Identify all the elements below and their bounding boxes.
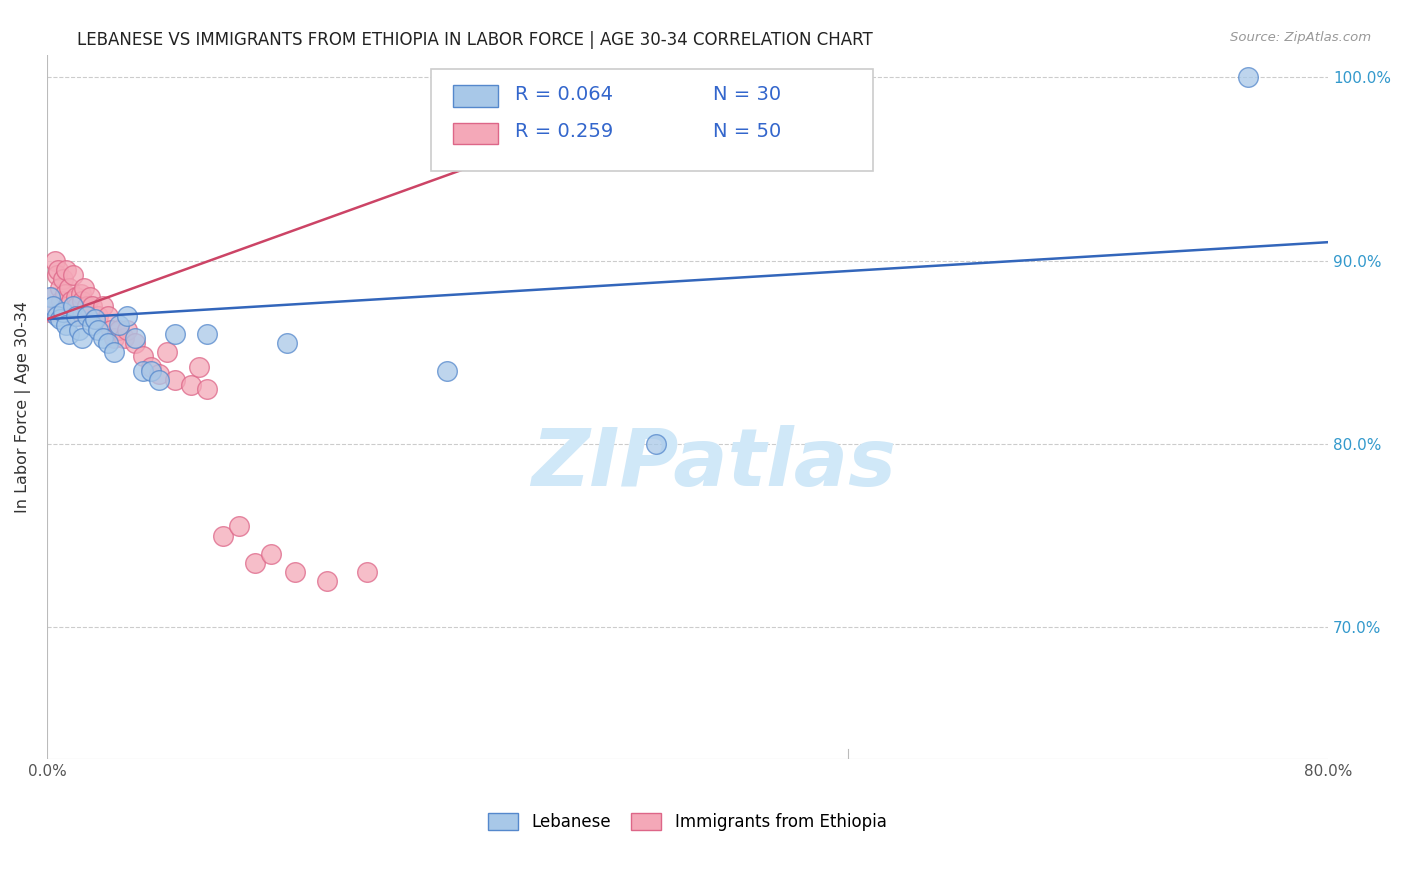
Text: R = 0.064: R = 0.064 — [515, 85, 613, 104]
Point — [65, 309, 87, 323]
Point — [46, 262, 69, 277]
Point — [55, 262, 77, 277]
Point — [63, 309, 86, 323]
Point — [67, 323, 90, 337]
Point — [73, 281, 96, 295]
Text: R = 0.259: R = 0.259 — [515, 122, 613, 142]
Point — [644, 437, 666, 451]
Point — [156, 345, 179, 359]
Point — [67, 309, 90, 323]
Point — [76, 299, 98, 313]
Point — [55, 318, 77, 332]
Text: Source: ZipAtlas.com: Source: ZipAtlas.com — [1230, 31, 1371, 45]
Point — [316, 574, 339, 589]
Point — [84, 312, 107, 326]
Text: N = 30: N = 30 — [713, 85, 782, 104]
Point — [97, 309, 120, 323]
Point — [91, 330, 114, 344]
Point — [56, 299, 79, 313]
Point — [1237, 70, 1260, 84]
Point — [70, 293, 93, 308]
Point — [139, 359, 162, 374]
Point — [44, 253, 66, 268]
Point — [91, 299, 114, 313]
Point — [165, 373, 187, 387]
Point — [165, 326, 187, 341]
Point — [41, 290, 63, 304]
Point — [52, 305, 75, 319]
Point — [115, 309, 138, 323]
Point — [51, 293, 73, 308]
Point — [70, 330, 93, 344]
Point — [108, 323, 131, 337]
Point — [112, 330, 135, 344]
Point — [49, 312, 72, 326]
Point — [436, 363, 458, 377]
Point — [132, 363, 155, 377]
Point — [180, 378, 202, 392]
Point — [49, 281, 72, 295]
Point — [42, 299, 65, 313]
Point — [124, 336, 146, 351]
Point — [62, 268, 84, 282]
Point — [356, 566, 378, 580]
Point — [58, 281, 80, 295]
Point — [243, 556, 266, 570]
Point — [97, 336, 120, 351]
Point — [108, 318, 131, 332]
Point — [709, 144, 731, 158]
Point — [80, 318, 103, 332]
Point — [45, 268, 67, 282]
Point — [87, 323, 110, 337]
Point — [79, 290, 101, 304]
Point — [188, 359, 211, 374]
Text: ZIPatlas: ZIPatlas — [530, 425, 896, 502]
Point — [228, 519, 250, 533]
Point — [84, 312, 107, 326]
Point — [66, 299, 89, 313]
Point — [62, 299, 84, 313]
Point — [45, 309, 67, 323]
Point — [76, 309, 98, 323]
Point — [87, 309, 110, 323]
Y-axis label: In Labor Force | Age 30-34: In Labor Force | Age 30-34 — [15, 301, 31, 513]
Point — [59, 293, 82, 308]
Point — [58, 326, 80, 341]
Point — [148, 373, 170, 387]
Point — [80, 299, 103, 313]
Point — [195, 382, 218, 396]
Point — [124, 330, 146, 344]
Point — [53, 286, 76, 301]
Point — [276, 336, 298, 351]
Point — [139, 363, 162, 377]
FancyBboxPatch shape — [453, 86, 498, 106]
Text: LEBANESE VS IMMIGRANTS FROM ETHIOPIA IN LABOR FORCE | AGE 30-34 CORRELATION CHAR: LEBANESE VS IMMIGRANTS FROM ETHIOPIA IN … — [77, 31, 873, 49]
Point — [284, 566, 307, 580]
Point — [39, 290, 62, 304]
Point — [115, 323, 138, 337]
Point — [132, 349, 155, 363]
Point — [148, 367, 170, 381]
Point — [100, 323, 122, 337]
Point — [212, 528, 235, 542]
FancyBboxPatch shape — [432, 70, 873, 171]
Text: N = 50: N = 50 — [713, 122, 782, 142]
Point — [65, 290, 87, 304]
Point — [195, 326, 218, 341]
FancyBboxPatch shape — [453, 123, 498, 144]
Point — [260, 547, 283, 561]
Point — [69, 286, 91, 301]
Point — [103, 345, 125, 359]
Point — [52, 272, 75, 286]
Legend: Lebanese, Immigrants from Ethiopia: Lebanese, Immigrants from Ethiopia — [482, 806, 893, 838]
Point — [39, 305, 62, 319]
Point — [103, 330, 125, 344]
